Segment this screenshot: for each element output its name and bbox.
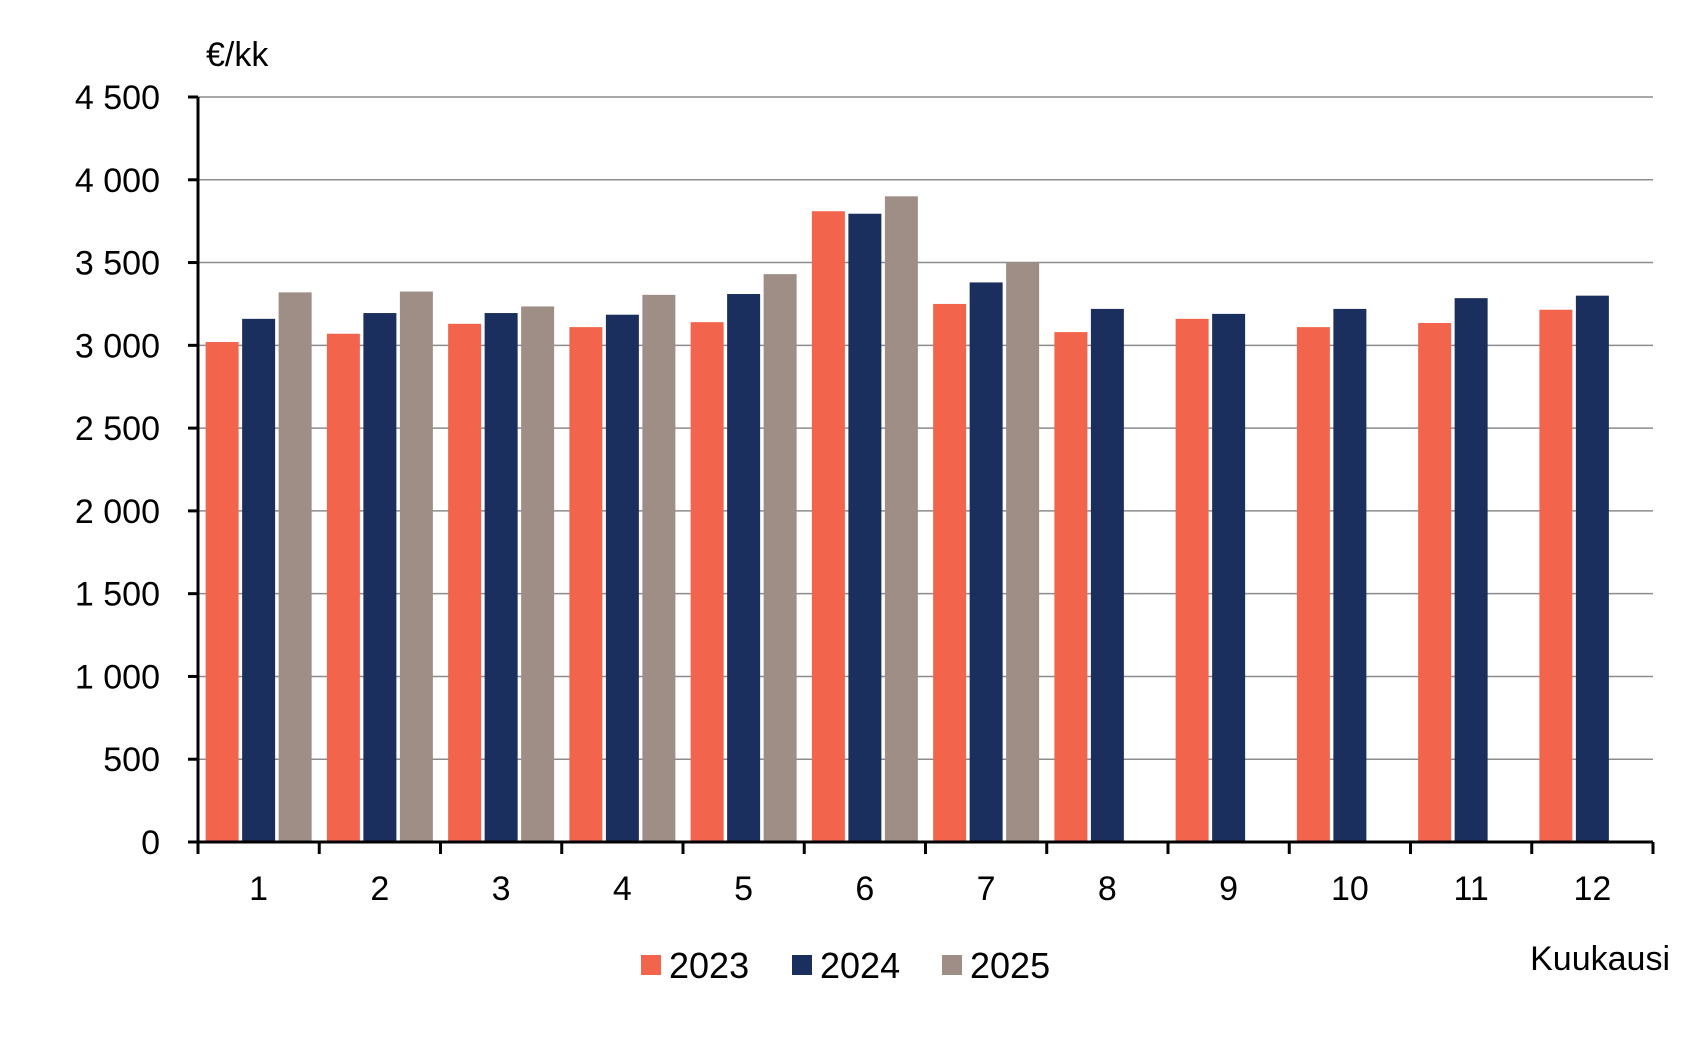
legend-label-2025: 2025	[970, 945, 1050, 986]
bar-2025-month-6	[884, 196, 918, 842]
tick-labels: 0 500 1 000 1 500 2 000 2 500 3 000 3 500 4 000 4…	[75, 79, 1611, 908]
x-tick-label: 12	[1573, 870, 1611, 908]
y-tick-label: 1 000	[75, 658, 160, 696]
bar-2024-month-5	[727, 294, 761, 842]
x-tick-label: 7	[977, 870, 996, 908]
bar-2023-month-11	[1418, 322, 1452, 843]
x-tick-label: 4	[613, 870, 632, 908]
bar-2023-month-3	[448, 323, 482, 842]
x-tick-label: 1	[249, 870, 268, 908]
bar-2024-month-7	[969, 282, 1003, 842]
bar-2023-month-8	[1054, 332, 1088, 842]
x-tick-label: 6	[855, 870, 874, 908]
legend-swatch-2025	[942, 955, 962, 975]
y-tick-label: 3 000	[75, 327, 160, 365]
bar-2024-month-6	[848, 213, 882, 843]
legend-swatch-2023	[641, 955, 661, 975]
x-tick-label: 8	[1098, 870, 1117, 908]
bar-2024-month-4	[605, 314, 639, 843]
bar-2023-month-4	[569, 327, 603, 842]
bar-2025-month-5	[763, 274, 797, 842]
x-tick-label: 3	[492, 870, 511, 908]
legend-label-2024: 2024	[820, 945, 900, 986]
y-tick-label: 0	[141, 824, 160, 862]
bar-2023-month-6	[811, 211, 845, 843]
y-tick-label: 2 000	[75, 493, 160, 531]
bars	[205, 196, 1609, 843]
legend: 2023 2024 2025	[641, 945, 1050, 986]
y-tick-label: 500	[103, 741, 160, 779]
legend-label-2023: 2023	[669, 945, 749, 986]
bar-2025-month-1	[278, 292, 312, 842]
bar-2025-month-4	[642, 294, 676, 843]
bar-2023-month-10	[1296, 327, 1330, 842]
y-tick-label: 2 500	[75, 410, 160, 448]
x-tick-label: 10	[1331, 870, 1369, 908]
gridlines	[198, 96, 1653, 760]
x-tick-label: 5	[734, 870, 753, 908]
x-tick-label: 2	[370, 870, 389, 908]
bar-2024-month-11	[1454, 298, 1488, 842]
bar-2023-month-7	[933, 303, 967, 842]
bar-2024-month-1	[242, 318, 276, 843]
x-axis-title: Kuukausi	[1530, 940, 1670, 978]
y-axis-unit-label: €/kk	[206, 36, 269, 74]
y-tick-label: 4 500	[75, 79, 160, 117]
bar-2023-month-1	[205, 342, 239, 842]
bar-2023-month-9	[1175, 318, 1209, 843]
bar-2023-month-2	[326, 333, 360, 842]
x-tick-label: 11	[1453, 870, 1488, 908]
legend-swatch-2024	[792, 955, 812, 975]
bar-2025-month-7	[1006, 262, 1040, 842]
y-tick-label: 4 000	[75, 162, 160, 200]
bar-2024-month-10	[1333, 308, 1367, 842]
y-tick-label: 3 500	[75, 245, 160, 283]
bar-2024-month-3	[484, 313, 518, 842]
bar-2023-month-5	[690, 322, 724, 842]
bar-2024-month-12	[1575, 295, 1609, 842]
bar-2024-month-2	[363, 313, 397, 842]
bar-2024-month-8	[1090, 308, 1124, 842]
bar-2025-month-2	[399, 291, 433, 842]
axes	[188, 95, 1655, 854]
y-tick-label: 1 500	[75, 576, 160, 614]
x-tick-label: 9	[1219, 870, 1238, 908]
bar-2024-month-9	[1212, 313, 1246, 842]
bar-2023-month-12	[1539, 309, 1573, 842]
bar-2025-month-3	[521, 306, 555, 842]
